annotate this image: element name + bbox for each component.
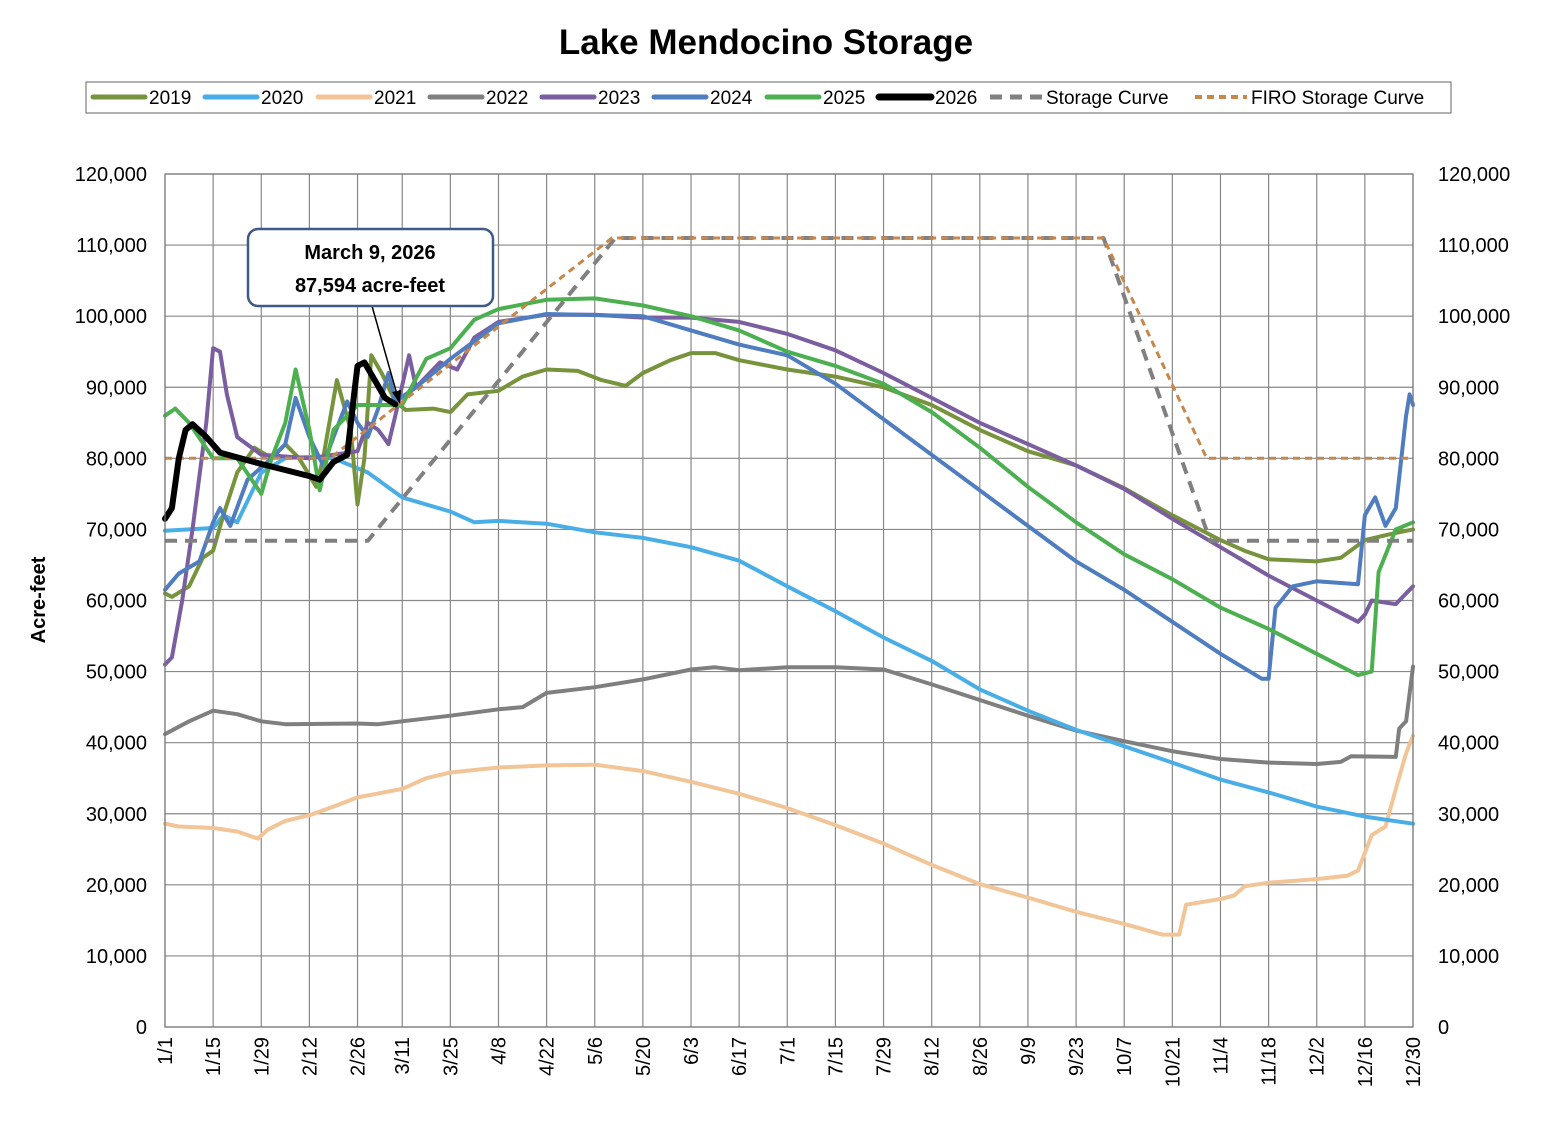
x-tick-label: 10/21 [1162,1037,1184,1087]
y-tick-label-left: 10,000 [86,946,147,968]
series-line-firo-storage-curve [165,236,1413,460]
y-tick-label-right: 90,000 [1438,377,1499,399]
legend-label: Storage Curve [1046,88,1169,109]
legend-label: 2019 [149,88,191,109]
y-tick-label-right: 0 [1438,1017,1449,1039]
annotation-arrow [371,305,399,399]
y-tick-label-right: 20,000 [1438,875,1499,897]
legend-label: 2020 [261,88,303,109]
legend-label: 2021 [374,88,416,109]
x-tick-label: 8/26 [970,1037,992,1076]
legend-label: 2026 [935,88,977,109]
x-tick-label: 10/7 [1114,1037,1136,1076]
y-tick-label-left: 90,000 [86,377,147,399]
legend-label: 2025 [823,88,865,109]
x-tick-label: 4/22 [537,1037,559,1076]
series-line-2022 [163,664,1415,766]
series-line-2025 [163,296,1415,678]
axes: 0 0 10,000 10,000 20,000 20,000 30,000 30,000 40… [75,164,1511,1087]
y-tick-label-right: 110,000 [1438,235,1509,257]
x-tick-label: 9/9 [1018,1037,1040,1065]
y-tick-label-right: 70,000 [1438,519,1499,541]
x-tick-label: 11/18 [1259,1037,1281,1086]
x-tick-label: 1/15 [203,1037,225,1076]
y-tick-label-right: 30,000 [1438,804,1499,826]
y-tick-label-right: 50,000 [1438,662,1499,684]
annotation-callout: March 9, 2026 87,594 acre-feet [246,227,495,404]
y-tick-label-left: 20,000 [86,875,147,897]
y-tick-label-right: 80,000 [1438,448,1499,470]
series-line-2020 [163,454,1415,826]
x-tick-label: 7/15 [825,1037,847,1076]
x-tick-label: 9/23 [1066,1037,1088,1076]
y-tick-label-right: 10,000 [1438,946,1499,968]
legend-label: 2023 [598,88,640,109]
annotation-value: 87,594 acre-feet [295,275,445,297]
x-tick-label: 2/12 [299,1037,321,1076]
x-tick-label: 12/16 [1355,1037,1377,1087]
y-tick-label-left: 110,000 [76,235,147,257]
x-tick-label: 1/1 [155,1037,177,1065]
x-tick-label: 6/3 [681,1037,703,1065]
x-tick-label: 5/6 [585,1037,607,1065]
x-tick-label: 2/26 [348,1037,370,1076]
annotation-arrowhead [392,390,401,404]
x-tick-label: 1/29 [251,1037,273,1076]
y-tick-label-left: 80,000 [86,448,147,470]
x-tick-label: 3/11 [392,1037,414,1074]
series-line-2021 [163,733,1415,937]
y-tick-label-right: 60,000 [1438,591,1499,613]
series-line-2024 [163,312,1415,681]
legend-label: FIRO Storage Curve [1251,88,1424,109]
x-tick-label: 3/25 [440,1037,462,1076]
y-tick-label-right: 100,000 [1438,306,1510,328]
y-tick-label-left: 40,000 [86,733,147,755]
y-axis-label: Acre-feet [28,556,50,643]
annotation-box [246,227,495,308]
y-tick-label-left: 0 [136,1017,147,1039]
series-lines [162,236,1415,937]
y-tick-label-left: 50,000 [86,662,147,684]
series-line-2026 [162,359,399,522]
x-tick-label: 6/17 [729,1037,751,1076]
x-tick-label: 12/2 [1307,1037,1329,1076]
legend-items: 2019 2020 2021 2022 2023 2024 2025 2026 Storage … [90,88,1424,109]
legend-label: 2024 [710,88,753,109]
x-tick-label: 7/1 [777,1037,799,1065]
x-tick-label: 4/8 [488,1037,510,1065]
x-tick-label: 11/4 [1210,1037,1232,1074]
x-tick-label: 8/12 [922,1037,944,1076]
y-tick-label-left: 70,000 [86,519,147,541]
y-tick-label-left: 120,000 [75,164,147,186]
series-line-storage-curve [165,236,1413,543]
legend-label: 2022 [486,88,528,109]
y-tick-label-left: 100,000 [75,306,147,328]
y-tick-label-right: 120,000 [1438,164,1510,186]
y-tick-label-left: 30,000 [86,804,147,826]
x-tick-label: 5/20 [633,1037,655,1076]
y-tick-label-right: 40,000 [1438,733,1499,755]
chart-title: Lake Mendocino Storage [559,23,973,62]
annotation-date: March 9, 2026 [304,242,435,264]
x-tick-label: 7/29 [874,1037,896,1076]
y-tick-label-left: 60,000 [86,591,147,613]
x-tick-label: 12/30 [1403,1037,1425,1087]
plot-area-border [164,173,1414,1028]
